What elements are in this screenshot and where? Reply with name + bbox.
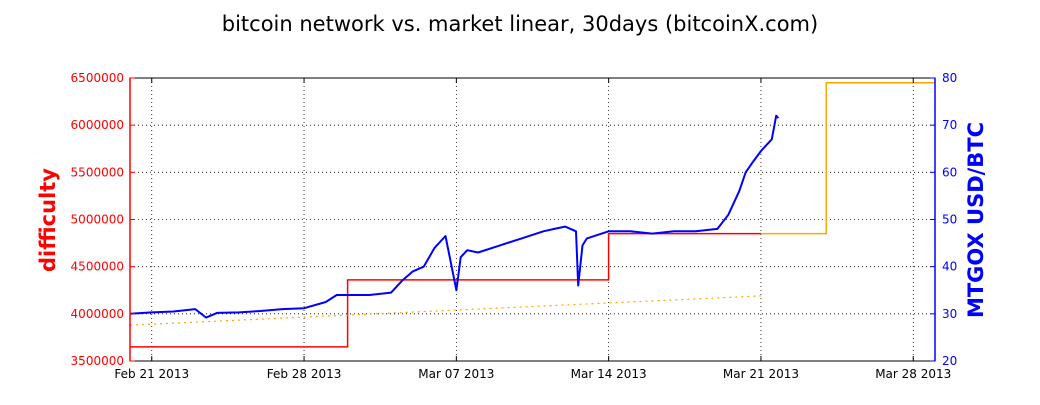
series-layer bbox=[129, 81, 935, 348]
x-tick-label: Mar 07 2013 bbox=[418, 367, 494, 381]
right-tick-label: 30 bbox=[942, 307, 957, 321]
x-tick-label: Mar 21 2013 bbox=[723, 367, 799, 381]
x-tick-label: Mar 28 2013 bbox=[875, 367, 951, 381]
left-tick-label: 6500000 bbox=[71, 71, 124, 85]
right-tick-label: 40 bbox=[942, 260, 957, 274]
price-line bbox=[129, 114, 780, 319]
right-tick-label: 70 bbox=[942, 118, 957, 132]
left-tick-label: 5500000 bbox=[71, 165, 124, 179]
right-tick-label: 80 bbox=[942, 71, 957, 85]
tick-layer: Feb 21 2013 Feb 28 2013 Mar 07 2013 Mar 14 … bbox=[71, 71, 958, 381]
difficulty-step-line bbox=[130, 232, 761, 348]
chart-title: bitcoin network vs. market linear, 30day… bbox=[222, 12, 818, 36]
left-tick-label: 4000000 bbox=[71, 307, 124, 321]
left-tick-label: 4500000 bbox=[71, 260, 124, 274]
right-axis-label: MTGOX USD/BTC bbox=[964, 122, 988, 318]
right-tick-label: 60 bbox=[942, 165, 957, 179]
left-tick-label: 5000000 bbox=[71, 213, 124, 227]
x-tick-label: Feb 28 2013 bbox=[267, 367, 342, 381]
left-axis-label: difficulty bbox=[36, 168, 60, 272]
right-tick-label: 50 bbox=[942, 213, 957, 227]
x-tick-label: Feb 21 2013 bbox=[114, 367, 189, 381]
left-tick-label: 3500000 bbox=[71, 354, 124, 368]
projected-difficulty-line bbox=[760, 81, 935, 235]
x-tick-label: Mar 14 2013 bbox=[571, 367, 647, 381]
left-tick-label: 6000000 bbox=[71, 118, 124, 132]
right-tick-label: 20 bbox=[942, 354, 957, 368]
